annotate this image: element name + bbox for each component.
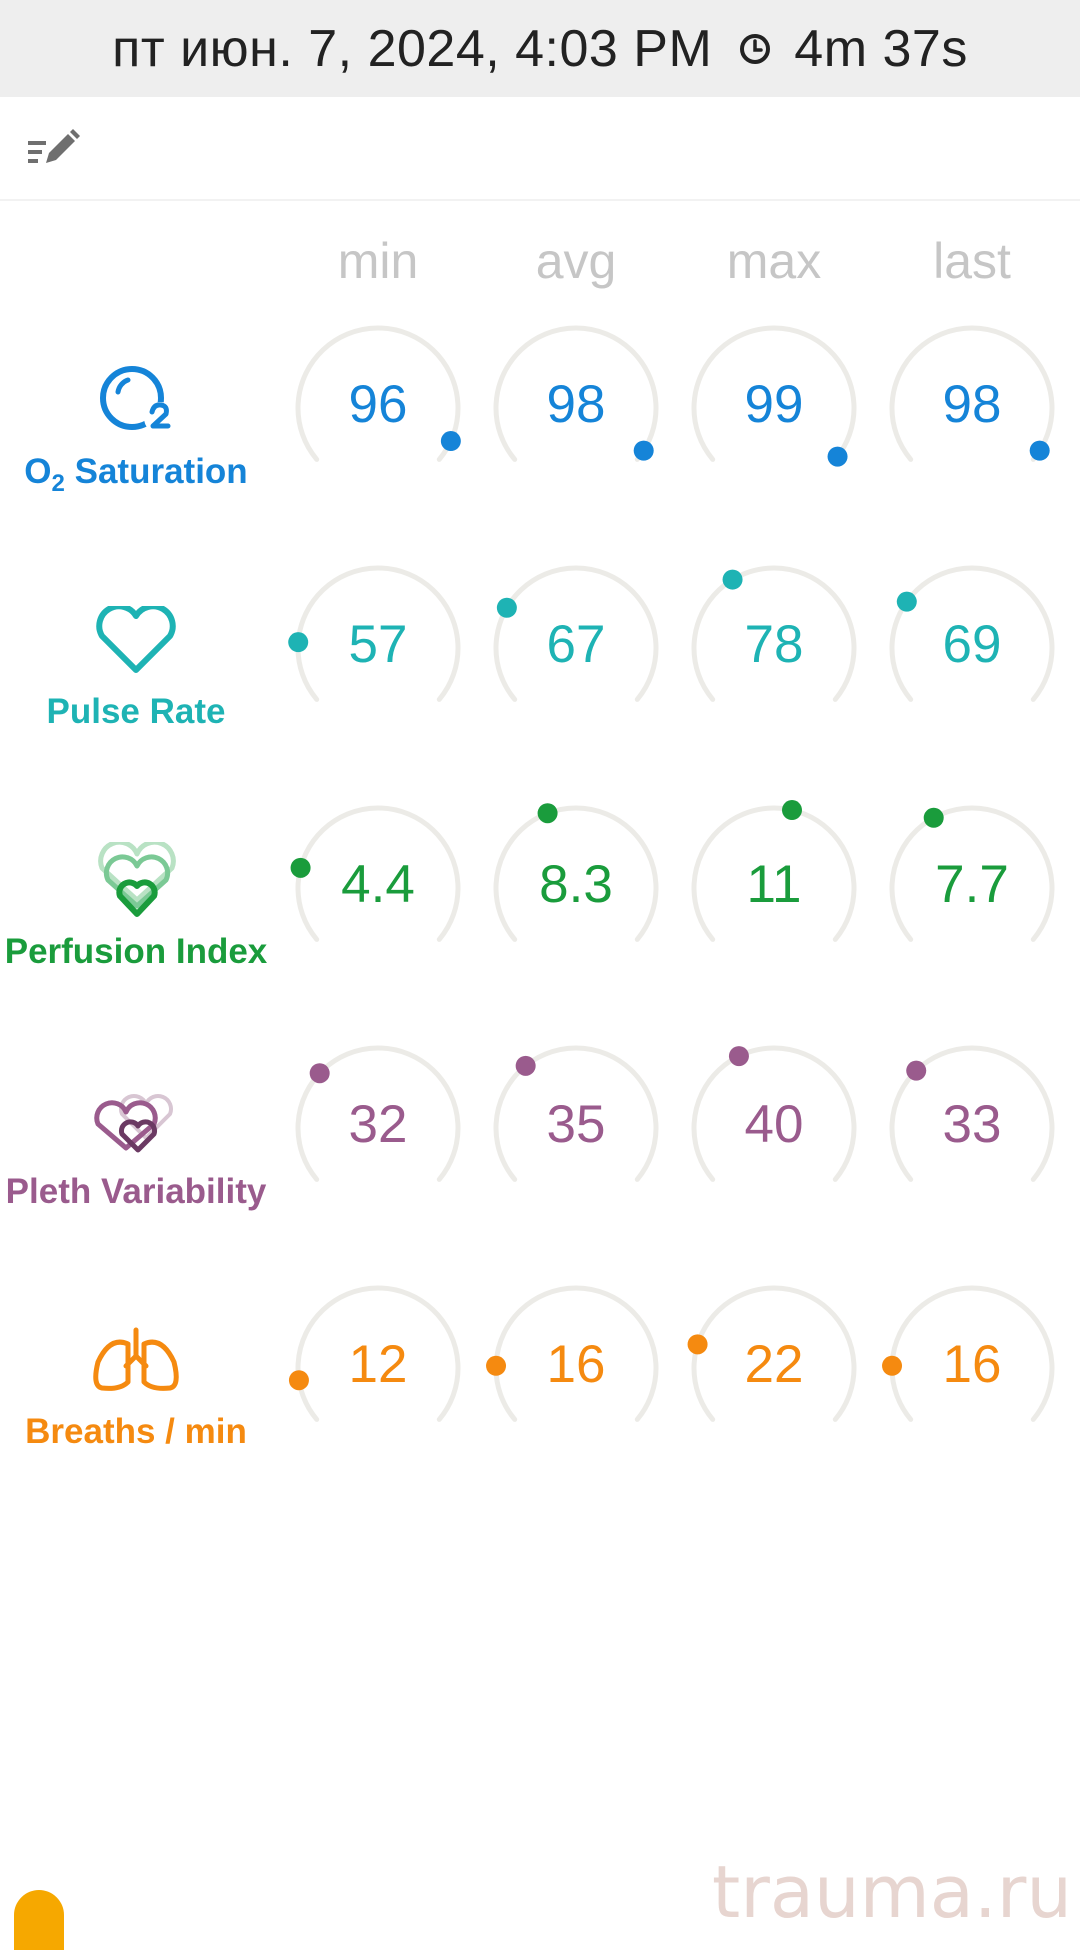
gauge-indicator-dot — [537, 803, 558, 824]
row-label-perfusion-index: Perfusion Index — [4, 932, 268, 971]
gauge-value-breaths-min-avg: 16 — [546, 1335, 606, 1394]
gauge-indicator-dot — [923, 807, 944, 828]
gauge-track — [889, 565, 1055, 702]
gauge-indicator-dot — [633, 440, 654, 461]
layered-hearts-icon — [92, 839, 182, 923]
gauge-o2-saturation-max — [691, 325, 857, 467]
session-duration: 4m 37s — [794, 19, 968, 78]
gauge-pleth-variability-avg — [493, 1045, 659, 1182]
gauge-indicator-dot — [687, 1334, 708, 1355]
status-header: пт июн. 7, 2024, 4:03 PM 4m 37s — [0, 0, 1080, 97]
lungs-icon — [90, 1326, 182, 1399]
gauge-perfusion-index-last — [889, 805, 1055, 942]
gauge-value-pleth-variability-avg: 35 — [546, 1095, 606, 1154]
gauge-value-o2-saturation-min: 96 — [348, 375, 408, 434]
gauge-pulse-rate-last — [889, 565, 1055, 702]
gauge-perfusion-index-max — [691, 800, 857, 942]
gauge-pleth-variability-last — [889, 1045, 1055, 1182]
gauge-o2-saturation-avg — [493, 325, 659, 462]
gauge-track — [295, 1045, 461, 1182]
gauge-indicator-dot — [1029, 440, 1050, 461]
gauge-breaths-min-avg — [486, 1285, 659, 1422]
gauge-breaths-min-max — [687, 1285, 857, 1422]
gauge-pulse-rate-avg — [493, 565, 659, 702]
gauge-o2-saturation-last — [889, 325, 1055, 462]
row-label-pulse-rate: Pulse Rate — [46, 692, 226, 731]
gauge-breaths-min-min — [288, 1285, 461, 1422]
gauge-value-perfusion-index-min: 4.4 — [341, 855, 415, 914]
edit-list-icon[interactable] — [24, 127, 80, 171]
gauge-pleth-variability-max — [691, 1045, 857, 1182]
gauge-indicator-dot — [882, 1355, 903, 1376]
gauge-value-perfusion-index-max: 11 — [746, 855, 802, 914]
column-header-avg: avg — [535, 233, 617, 289]
gauge-track — [493, 805, 659, 942]
gauge-value-pleth-variability-last: 33 — [942, 1095, 1002, 1154]
gauge-track — [295, 1285, 461, 1422]
gauge-track — [691, 805, 857, 942]
gauge-indicator-dot — [781, 800, 802, 821]
column-header-max: max — [726, 233, 822, 289]
gauge-track — [889, 805, 1055, 942]
intertwined-hearts-icon — [88, 1084, 182, 1161]
gauge-o2-saturation-min — [295, 325, 461, 462]
gauge-value-pulse-rate-last: 69 — [942, 615, 1002, 674]
gauge-value-o2-saturation-last: 98 — [942, 375, 1002, 434]
gauge-indicator-dot — [896, 591, 917, 612]
gauge-track — [691, 1285, 857, 1422]
gauge-indicator-dot — [486, 1355, 507, 1376]
gauge-value-breaths-min-last: 16 — [942, 1335, 1002, 1394]
gauge-indicator-dot — [515, 1055, 536, 1076]
gauge-indicator-dot — [496, 597, 517, 618]
gauge-value-o2-saturation-avg: 98 — [546, 375, 606, 434]
floating-indicator — [14, 1890, 64, 1950]
gauge-track — [691, 565, 857, 702]
gauge-perfusion-index-min — [290, 805, 461, 942]
gauge-indicator-dot — [728, 1046, 749, 1067]
toolbar — [0, 97, 1080, 201]
gauge-indicator-dot — [827, 446, 848, 467]
gauge-value-breaths-min-min: 12 — [348, 1335, 408, 1394]
gauge-track — [889, 1045, 1055, 1182]
gauge-track — [889, 325, 1055, 462]
gauge-indicator-dot — [288, 1370, 309, 1391]
column-header-min: min — [337, 233, 419, 289]
gauge-track — [295, 325, 461, 462]
gauge-value-pleth-variability-max: 40 — [744, 1095, 804, 1154]
clock-icon — [738, 32, 772, 66]
gauge-value-breaths-min-max: 22 — [744, 1335, 804, 1394]
gauge-indicator-dot — [722, 569, 743, 590]
gauge-track — [493, 565, 659, 702]
gauge-perfusion-index-avg — [493, 803, 659, 942]
gauge-track — [295, 805, 461, 942]
gauge-pleth-variability-min — [295, 1045, 461, 1182]
gauge-value-pulse-rate-max: 78 — [744, 615, 804, 674]
gauge-breaths-min-last — [882, 1285, 1055, 1422]
gauge-indicator-dot — [290, 857, 311, 878]
watermark: trauma.ru — [712, 1850, 1072, 1934]
gauge-pulse-rate-min — [288, 565, 461, 702]
gauge-pulse-rate-max — [691, 565, 857, 702]
gauge-indicator-dot — [906, 1060, 927, 1081]
gauge-value-pulse-rate-avg: 67 — [546, 615, 606, 674]
gauge-track — [493, 325, 659, 462]
gauge-indicator-dot — [309, 1063, 330, 1084]
row-label-o2-saturation: O2 Saturation — [24, 452, 248, 497]
gauge-track — [493, 1045, 659, 1182]
gauge-indicator-dot — [288, 632, 309, 653]
row-label-breaths-min: Breaths / min — [25, 1412, 247, 1451]
gauge-track — [691, 1045, 857, 1182]
heart-icon — [94, 603, 178, 681]
row-label-pleth-variability: Pleth Variability — [5, 1172, 267, 1211]
gauge-value-o2-saturation-max: 99 — [744, 375, 804, 434]
gauge-value-pleth-variability-min: 32 — [348, 1095, 408, 1154]
gauge-track — [691, 325, 857, 462]
column-header-last: last — [933, 233, 1011, 289]
gauge-value-pulse-rate-min: 57 — [348, 615, 408, 674]
session-datetime: пт июн. 7, 2024, 4:03 PM — [112, 19, 713, 78]
gauge-value-perfusion-index-avg: 8.3 — [539, 855, 613, 914]
gauge-value-perfusion-index-last: 7.7 — [935, 855, 1009, 914]
o2-bubble-icon — [96, 362, 180, 441]
gauge-indicator-dot — [440, 431, 461, 452]
